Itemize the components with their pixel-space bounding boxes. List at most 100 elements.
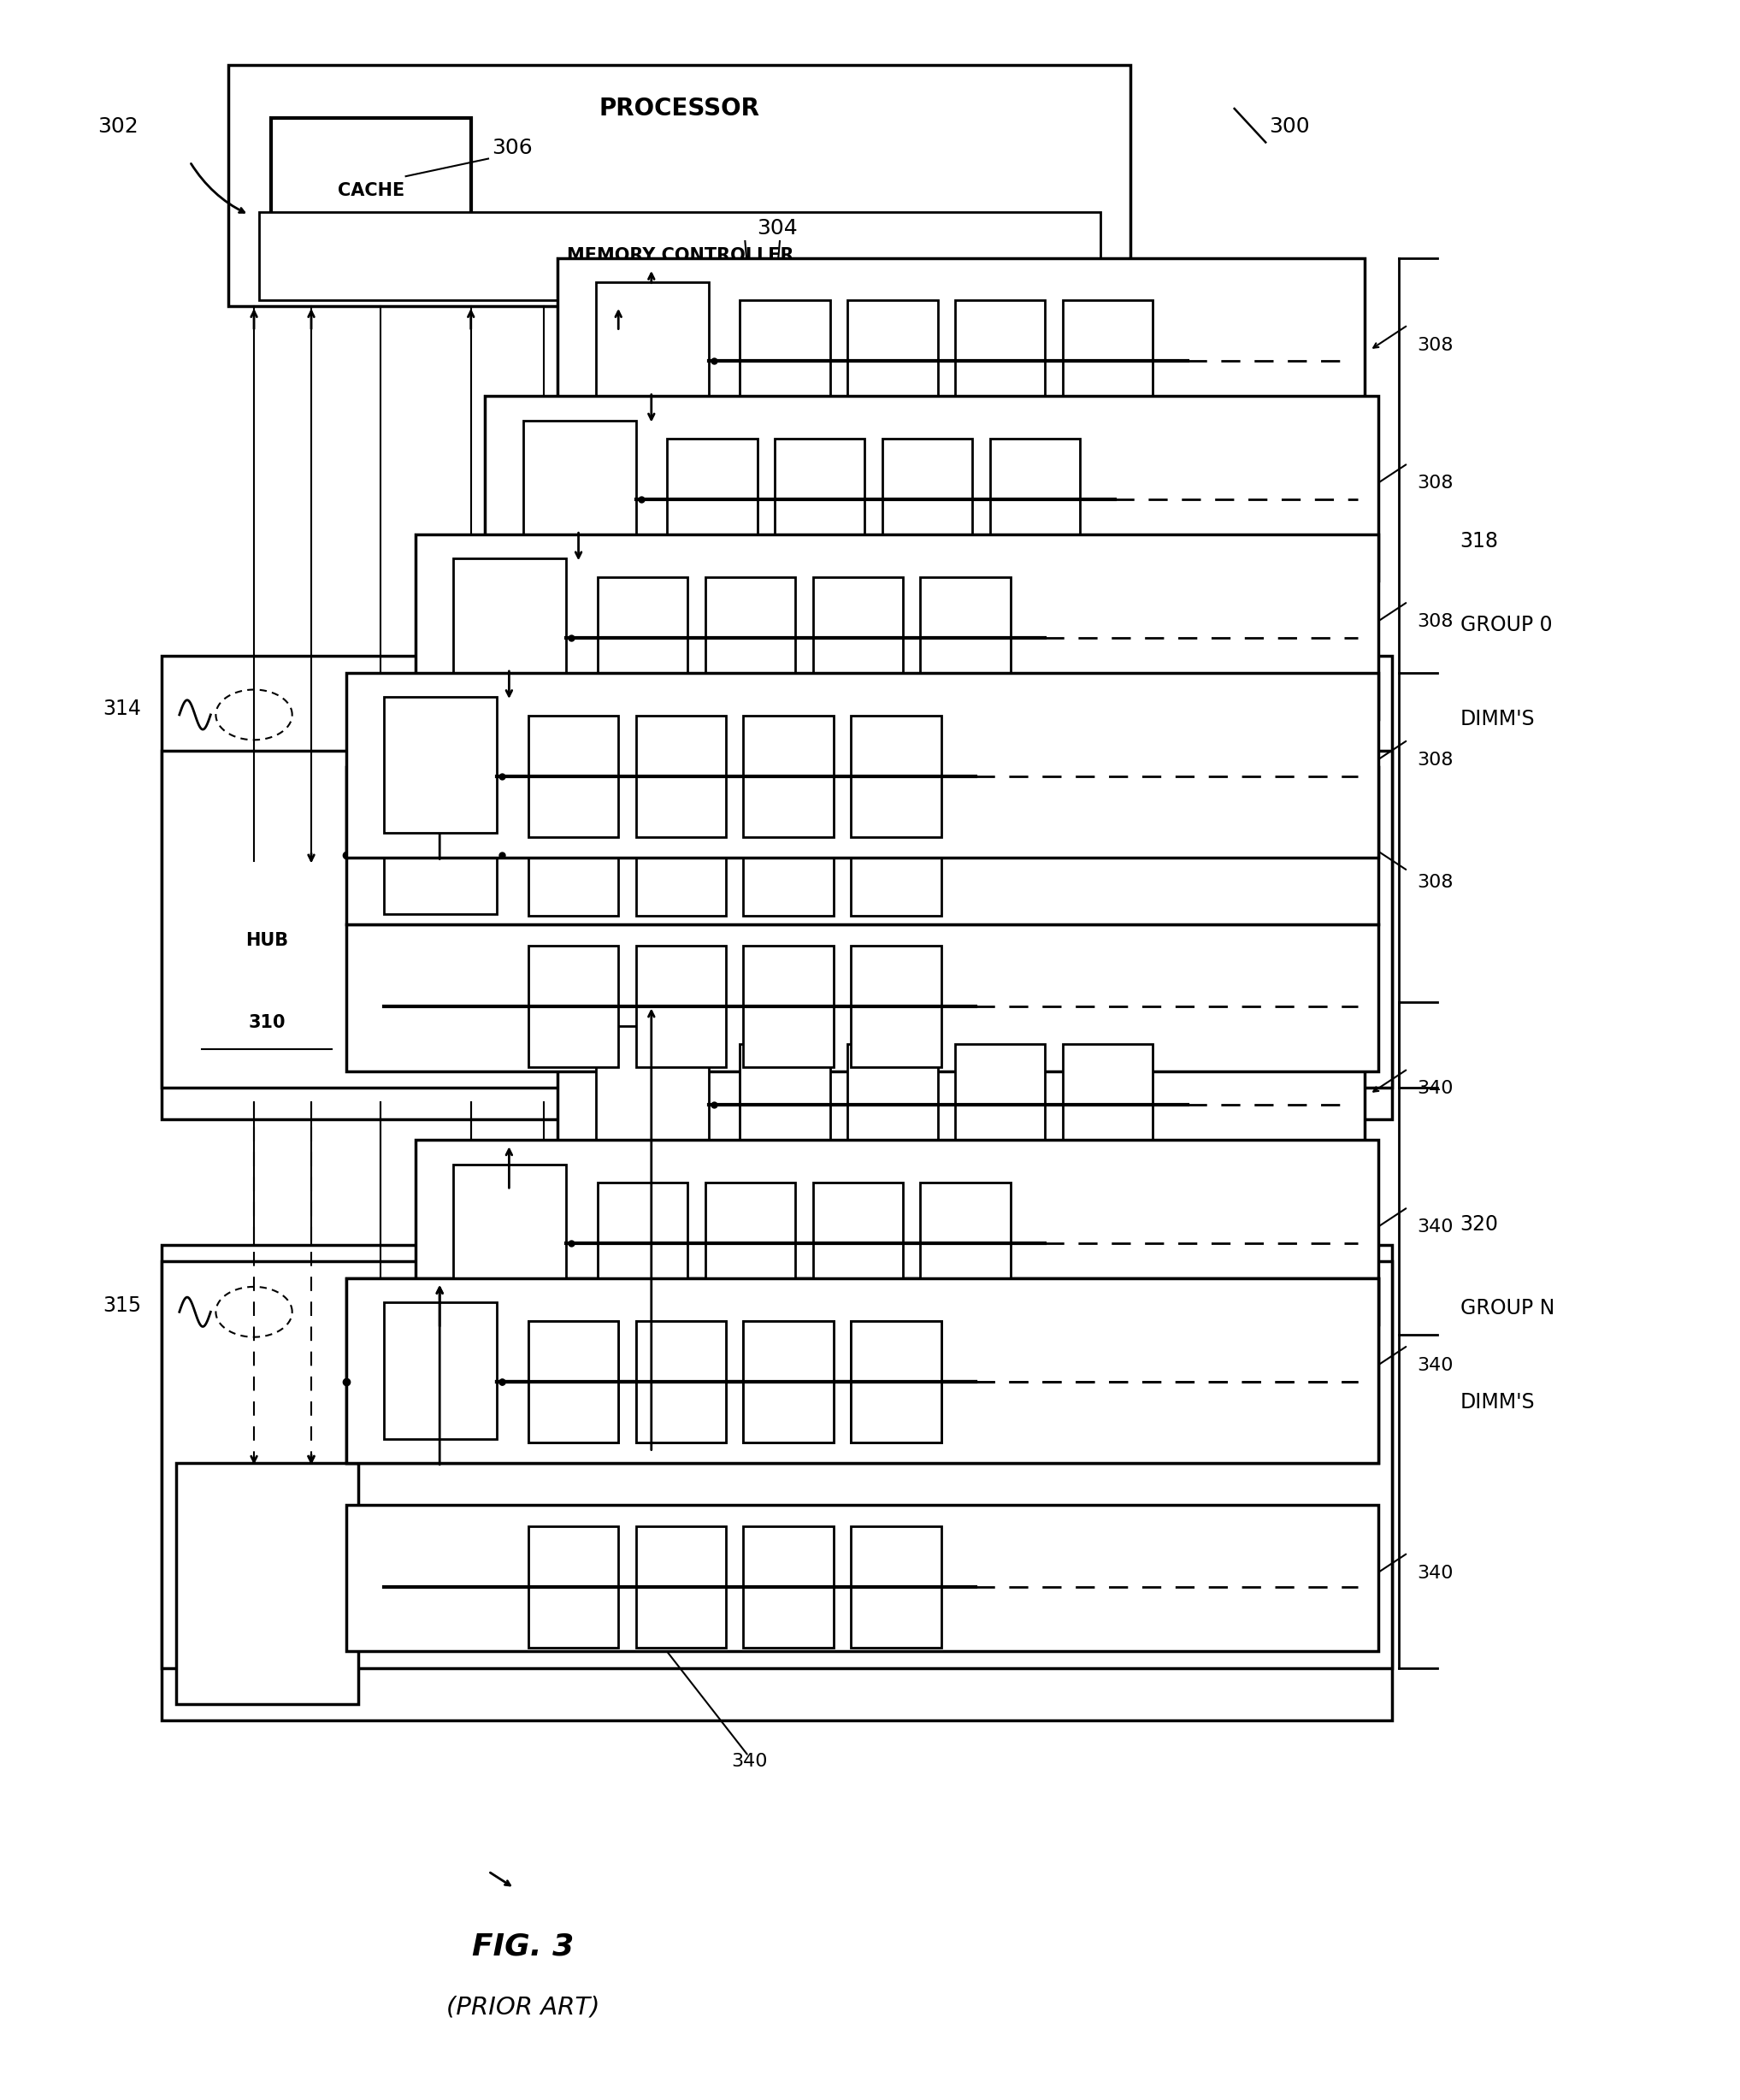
Text: 302: 302 [97,116,139,137]
Bar [743,1321,833,1443]
Text: 308: 308 [1416,874,1453,890]
Bar [851,716,941,838]
Bar [597,578,687,699]
Bar [743,716,833,838]
Bar [740,300,830,422]
Text: MEMORY CONTROLLER: MEMORY CONTROLLER [567,248,793,265]
Bar [385,1302,498,1439]
Bar [385,697,498,834]
Text: 312: 312 [870,1107,908,1128]
Text: DIMM'S: DIMM'S [1460,1392,1535,1413]
Text: 340: 340 [1416,1218,1453,1235]
Bar [705,578,795,699]
Bar [416,1140,1378,1325]
Text: 320: 320 [1460,1214,1498,1235]
Text: GROUP 0: GROUP 0 [1460,615,1552,634]
Bar [1063,1044,1154,1166]
Bar [454,1163,566,1300]
Text: 308: 308 [1416,752,1453,769]
Text: GROUP N: GROUP N [1460,1298,1554,1319]
Text: 308: 308 [1416,336,1453,353]
Bar [635,945,726,1067]
Text: 300: 300 [1268,116,1310,137]
Text: PROCESSOR: PROCESSOR [599,97,759,120]
Bar [595,281,708,418]
Text: HUB: HUB [245,932,289,949]
Text: 340: 340 [1416,1564,1453,1581]
Bar [162,655,1392,1119]
Bar [813,578,903,699]
Text: 314: 314 [103,699,141,718]
Bar [346,1279,1378,1464]
Text: 308: 308 [800,1172,837,1189]
Bar [385,1302,498,1439]
Bar [271,118,472,265]
Bar [346,766,1378,924]
Bar [176,861,358,1103]
Bar [851,1321,941,1443]
Bar [851,1321,941,1443]
Bar [162,1262,1392,1667]
Text: 308: 308 [1416,613,1453,630]
Text: 340: 340 [1416,1079,1453,1098]
Bar [454,559,566,695]
Bar [557,258,1364,443]
Bar [524,420,635,557]
Bar [259,212,1101,300]
Bar [955,1044,1046,1166]
Bar [743,945,833,1067]
Bar [847,300,938,422]
Text: 308: 308 [1416,475,1453,491]
Text: (PRIOR ART): (PRIOR ART) [445,1995,600,2020]
Text: 340: 340 [1416,1357,1453,1373]
Bar [162,750,1392,1088]
Text: 340: 340 [731,1754,767,1770]
Bar [635,1321,726,1443]
Text: 315: 315 [103,1296,141,1317]
Bar [635,716,726,838]
Bar [346,1506,1378,1651]
Text: 330: 330 [249,1615,285,1634]
Text: 306: 306 [492,139,532,160]
Text: 310: 310 [249,1014,285,1031]
Bar [774,439,865,561]
Bar [485,397,1378,582]
Bar [1063,300,1154,422]
Bar [416,536,1378,718]
Bar [743,1527,833,1649]
Text: 304: 304 [757,218,799,237]
Bar [228,65,1131,307]
Bar [666,439,757,561]
Bar [813,1182,903,1304]
Bar [529,1527,618,1649]
Bar [346,1279,1378,1464]
Bar [990,439,1081,561]
Text: CACHE: CACHE [338,183,405,200]
Bar [635,1527,726,1649]
Bar [597,1182,687,1304]
Bar [882,439,973,561]
Bar [955,300,1046,422]
Bar [920,1182,1011,1304]
Bar [743,1321,833,1443]
Bar [920,578,1011,699]
Bar [529,794,618,916]
Bar [346,924,1378,1071]
Bar [176,1464,358,1703]
Bar [851,794,941,916]
Bar [557,1002,1364,1186]
Text: FIG. 3: FIG. 3 [472,1932,574,1961]
Bar [346,672,1378,857]
Bar [529,945,618,1067]
Text: 318: 318 [1460,531,1498,552]
Bar [529,716,618,838]
Text: DIMM'S: DIMM'S [1460,710,1535,729]
Text: HUB: HUB [245,1533,289,1550]
Bar [529,1321,618,1443]
Bar [705,1182,795,1304]
Bar [740,1044,830,1166]
Bar [635,794,726,916]
Bar [851,1527,941,1649]
Bar [635,1321,726,1443]
Bar [847,1044,938,1166]
